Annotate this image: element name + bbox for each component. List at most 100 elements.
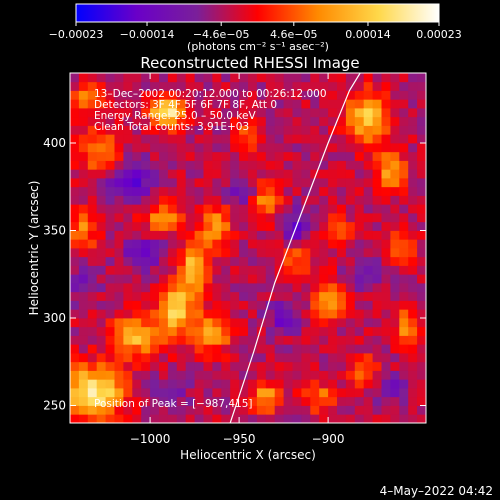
heatmap-cell [363,388,373,398]
heatmap-cell [203,344,213,354]
heatmap-cell [96,283,106,293]
heatmap-cell [105,99,115,109]
heatmap-cell [203,186,213,196]
heatmap-cell [248,379,258,389]
heatmap-cell [319,169,329,179]
heatmap-cell [301,265,311,275]
heatmap-cell [150,248,160,258]
heatmap-cell [274,204,284,214]
heatmap-cell [354,291,365,301]
heatmap-cell [319,186,329,196]
heatmap-cell [301,73,311,83]
heatmap-cell [417,143,426,153]
heatmap-cell [274,221,284,231]
heatmap-cell [203,230,213,240]
heatmap-cell [150,239,160,249]
heatmap-cell [372,134,382,144]
heatmap-cell [239,143,249,153]
heatmap-cell [123,361,133,371]
heatmap-cell [372,291,382,301]
heatmap-cell [167,361,178,371]
heatmap-cell [159,274,169,284]
heatmap-cell [319,160,329,170]
heatmap-cell [274,116,284,126]
heatmap-cell [372,221,382,231]
heatmap-cell [230,160,240,170]
heatmap-cell [390,125,400,135]
heatmap-cell [212,370,222,380]
heatmap-cell [70,388,80,398]
heatmap-cell [301,388,311,398]
heatmap-cell [159,125,169,135]
heatmap-cell [141,248,151,258]
heatmap-cell [212,335,222,345]
heatmap-cell [301,134,311,144]
heatmap-cell [212,414,222,423]
heatmap-cell [203,213,213,223]
heatmap-cell [70,344,80,354]
heatmap-cell [328,230,338,240]
heatmap-cell [194,335,204,345]
heatmap-cell [345,379,356,389]
heatmap-cell [150,116,160,126]
heatmap-cell [185,326,195,336]
heatmap-cell [70,134,80,144]
heatmap-cell [96,239,106,249]
heatmap-cell [221,90,231,100]
heatmap-cell [132,291,142,301]
heatmap-cell [256,134,267,144]
heatmap-cell [70,151,80,161]
heatmap-cell [221,361,231,371]
heatmap-cell [70,405,80,415]
heatmap-cell [283,151,293,161]
heatmap-cell [301,221,311,231]
heatmap-cell [194,353,204,363]
heatmap-cell [239,239,249,249]
heatmap-cell [194,213,204,223]
heatmap-cell [292,265,302,275]
heatmap-cell [265,344,276,354]
heatmap-cell [310,108,320,118]
heatmap-cell [399,186,409,196]
heatmap-cell [132,274,142,284]
heatmap-cell [123,125,133,135]
heatmap-cell [141,213,151,223]
heatmap-cell [203,361,213,371]
heatmap-cell [78,116,89,126]
heatmap-cell [230,256,240,266]
heatmap-cell [381,265,391,275]
heatmap-cell [328,370,338,380]
heatmap-cell [150,204,160,214]
heatmap-cell [354,388,365,398]
heatmap-cell [292,178,302,188]
heatmap-cell [408,73,418,83]
heatmap-cell [150,81,160,91]
heatmap-cell [230,195,240,205]
heatmap-cell [230,388,240,398]
heatmap-cell [399,379,409,389]
heatmap-cell [381,388,391,398]
heatmap-cell [345,73,356,83]
heatmap-cell [363,414,373,423]
heatmap-cell [328,169,338,179]
heatmap-cell [176,160,187,170]
heatmap-cell [345,274,356,284]
heatmap-cell [159,99,169,109]
heatmap-cell [87,125,98,135]
heatmap-cell [167,186,178,196]
heatmap-cell [345,291,356,301]
heatmap-cell [381,283,391,293]
heatmap-cell [123,414,133,423]
heatmap-cell [399,248,409,258]
heatmap-cell [328,134,338,144]
heatmap-cell [372,108,382,118]
heatmap-cell [256,213,267,223]
heatmap-cell [239,335,249,345]
heatmap-cell [70,108,80,118]
heatmap-cell [301,370,311,380]
heatmap-cell [283,414,293,423]
heatmap-cell [256,353,267,363]
heatmap-cell [319,256,329,266]
heatmap-cell [194,309,204,319]
heatmap-cell [363,283,373,293]
